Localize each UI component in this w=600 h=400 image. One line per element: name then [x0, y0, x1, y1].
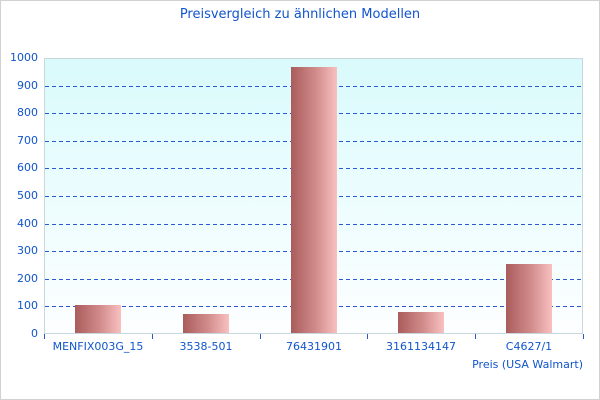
- chart-title: Preisvergleich zu ähnlichen Modellen: [179, 7, 421, 22]
- y-tick-label-1000: 1000: [10, 51, 38, 64]
- x-tick-label-C4627/1: C4627/1: [505, 340, 553, 353]
- plot-area: [44, 58, 583, 334]
- y-tick-label-300: 300: [17, 244, 38, 257]
- y-tick-label-600: 600: [17, 161, 38, 174]
- bar-3538-501: [183, 314, 229, 333]
- bar-C4627/1: [506, 264, 552, 333]
- x-tick-label-76431901: 76431901: [286, 340, 342, 353]
- y-tick-label-500: 500: [17, 189, 38, 202]
- bar-76431901: [291, 67, 337, 333]
- x-axis-title: Preis (USA Walmart): [472, 358, 583, 371]
- y-tick-label-800: 800: [17, 106, 38, 119]
- x-tick: [367, 334, 368, 339]
- bar-MENFIX003G_15: [75, 305, 121, 333]
- x-tick-label-3161134147: 3161134147: [386, 340, 456, 353]
- y-tick-label-700: 700: [17, 134, 38, 147]
- bar-3161134147: [398, 312, 444, 333]
- y-tick-label-900: 900: [17, 79, 38, 92]
- x-tick: [260, 334, 261, 339]
- x-tick: [44, 334, 45, 339]
- x-tick-label-3538-501: 3538-501: [179, 340, 233, 353]
- x-tick: [583, 334, 584, 339]
- x-tick: [475, 334, 476, 339]
- x-tick: [152, 334, 153, 339]
- y-tick-label-0: 0: [31, 327, 38, 340]
- y-tick-label-100: 100: [17, 299, 38, 312]
- y-tick-label-400: 400: [17, 217, 38, 230]
- y-tick-label-200: 200: [17, 272, 38, 285]
- x-tick-label-MENFIX003G_15: MENFIX003G_15: [52, 340, 144, 353]
